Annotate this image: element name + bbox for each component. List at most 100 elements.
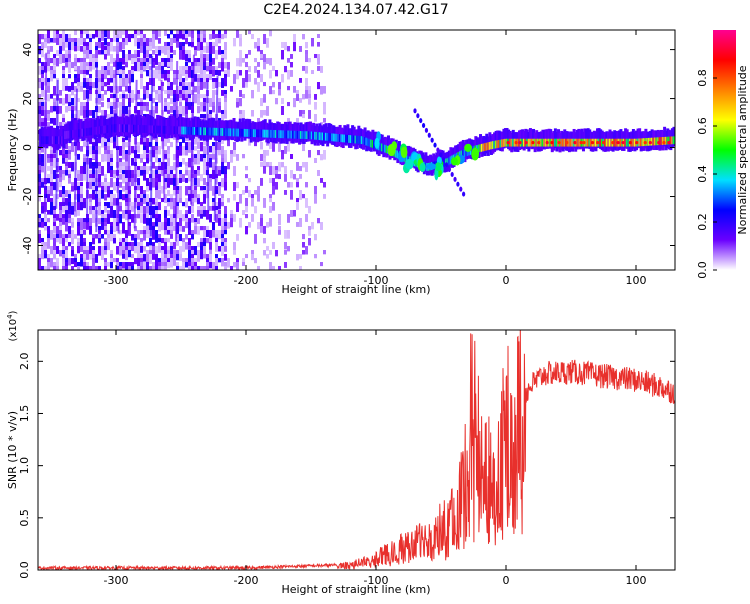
heatmap-cell bbox=[317, 150, 320, 155]
heatmap-cell bbox=[242, 78, 245, 88]
heatmap-cell bbox=[68, 86, 71, 92]
heatmap-cell bbox=[110, 66, 113, 75]
heatmap-cell bbox=[146, 146, 149, 153]
heatmap-cell bbox=[146, 166, 149, 174]
heatmap-cell bbox=[200, 82, 203, 90]
heatmap-cell bbox=[299, 254, 302, 259]
heatmap-cell bbox=[191, 218, 194, 223]
heatmap-cell bbox=[170, 142, 173, 147]
heatmap-cell bbox=[122, 210, 125, 219]
heatmap-cell bbox=[143, 94, 146, 100]
heatmap-cell bbox=[143, 234, 146, 241]
heatmap-cell bbox=[95, 234, 98, 239]
heatmap-cell bbox=[197, 66, 200, 73]
heatmap-cell bbox=[185, 150, 188, 155]
heatmap-cell bbox=[224, 158, 227, 163]
heatmap-cell bbox=[74, 234, 77, 239]
heatmap-cell bbox=[209, 146, 212, 152]
heatmap-cell bbox=[212, 90, 215, 98]
heatmap-cell bbox=[299, 110, 302, 116]
heatmap-cell bbox=[197, 226, 200, 235]
heatmap-cell bbox=[44, 250, 47, 255]
heatmap-cell bbox=[158, 66, 161, 70]
snr-y-tick-label: 0.0 bbox=[18, 561, 31, 579]
heatmap-cell bbox=[209, 34, 212, 40]
heatmap-cell bbox=[152, 250, 155, 254]
heatmap-cell bbox=[197, 106, 200, 113]
heatmap-cell bbox=[47, 114, 50, 121]
heatmap-cell bbox=[239, 34, 242, 38]
heatmap-cell bbox=[122, 254, 125, 259]
heatmap-cell bbox=[65, 94, 68, 104]
heatmap-cell bbox=[188, 158, 191, 167]
heatmap-cell bbox=[44, 226, 47, 231]
heatmap-cell bbox=[80, 186, 83, 195]
heatmap-cell bbox=[161, 222, 164, 230]
heatmap-cell bbox=[215, 66, 218, 70]
heatmap-cell bbox=[170, 30, 173, 34]
heatmap-cell bbox=[197, 170, 200, 176]
heatmap-cell bbox=[278, 82, 281, 90]
heatmap-cell bbox=[143, 150, 146, 159]
heatmap-streak bbox=[151, 56, 152, 237]
heatmap-cell bbox=[296, 254, 299, 260]
heatmap-cell bbox=[206, 66, 209, 71]
heatmap-cell bbox=[194, 178, 197, 186]
heatmap-cell bbox=[224, 34, 227, 38]
heatmap-cell bbox=[287, 46, 290, 51]
heatmap-cell bbox=[221, 198, 224, 202]
heatmap-cell bbox=[179, 146, 182, 156]
heatmap-cell bbox=[131, 174, 134, 179]
heatmap-cell bbox=[161, 246, 164, 250]
heatmap-cell bbox=[113, 102, 116, 110]
heatmap-cell bbox=[245, 166, 248, 170]
heatmap-cell bbox=[68, 54, 71, 58]
heatmap-cell bbox=[164, 138, 167, 146]
heatmap-cell bbox=[59, 250, 62, 256]
heatmap-cell bbox=[224, 246, 227, 252]
heatmap-cell bbox=[134, 38, 137, 46]
heatmap-cell bbox=[314, 254, 317, 258]
heatmap-cell bbox=[68, 218, 71, 223]
heatmap-cell bbox=[287, 182, 290, 188]
heatmap-cell bbox=[182, 174, 185, 182]
heatmap-cell bbox=[224, 222, 227, 226]
heatmap-cell bbox=[71, 258, 74, 264]
heatmap-cell bbox=[275, 174, 278, 179]
heatmap-cell bbox=[197, 210, 200, 217]
heatmap-cell bbox=[140, 82, 143, 89]
heatmap-diagonal-cell bbox=[442, 157, 445, 162]
spectrogram-y-tick-label: -40 bbox=[21, 237, 34, 255]
heatmap-cell bbox=[218, 98, 221, 102]
heatmap-cell bbox=[182, 262, 185, 271]
heatmap-cell bbox=[215, 38, 218, 46]
heatmap-cell bbox=[278, 218, 281, 225]
heatmap-cell bbox=[143, 66, 146, 71]
heatmap-cell bbox=[152, 214, 155, 218]
snr-x-tick-label: 100 bbox=[626, 574, 647, 587]
heatmap-cell bbox=[275, 70, 278, 76]
heatmap-cell bbox=[215, 242, 218, 252]
heatmap-cell bbox=[200, 226, 203, 230]
heatmap-cell bbox=[179, 50, 182, 60]
heatmap-cell bbox=[125, 110, 128, 114]
heatmap-cell bbox=[221, 34, 224, 39]
heatmap-cell bbox=[47, 178, 50, 183]
heatmap-cell bbox=[203, 106, 206, 112]
heatmap-cell bbox=[41, 166, 44, 172]
heatmap-cell bbox=[155, 106, 158, 113]
heatmap-cell bbox=[101, 50, 104, 54]
heatmap-diagonal-cell bbox=[416, 113, 419, 118]
heatmap-cell bbox=[221, 262, 224, 266]
heatmap-cell bbox=[158, 190, 161, 199]
heatmap-cell bbox=[305, 66, 308, 74]
heatmap-cell bbox=[155, 94, 158, 100]
heatmap-cell bbox=[146, 70, 149, 76]
heatmap-cell bbox=[206, 238, 209, 243]
heatmap-cell bbox=[218, 50, 221, 55]
heatmap-cell bbox=[227, 62, 230, 70]
heatmap-cell bbox=[239, 50, 242, 58]
heatmap-cell bbox=[80, 62, 83, 67]
snr-y-axis-label: SNR (10 * v/v) bbox=[6, 411, 19, 489]
heatmap-cell bbox=[104, 262, 107, 267]
